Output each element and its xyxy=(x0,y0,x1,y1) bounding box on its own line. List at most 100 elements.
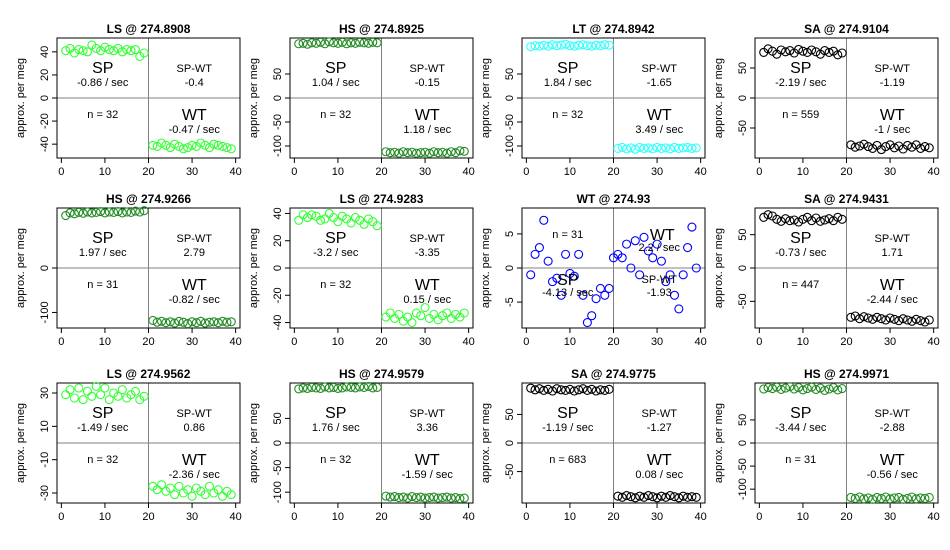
data-point xyxy=(924,315,934,325)
data-point xyxy=(846,140,856,150)
data-point xyxy=(859,494,869,504)
data-point xyxy=(437,147,448,157)
y-tick-label: -100 xyxy=(737,478,749,500)
data-point xyxy=(785,216,795,226)
data-point xyxy=(294,384,304,394)
data-point xyxy=(218,141,228,152)
data-point xyxy=(824,384,834,394)
scatter-panel: WT @ 274.93 0 10 20 30 40 -5 0 5 approx. per meg n… xyxy=(480,192,707,348)
data-point xyxy=(459,493,469,503)
data-point xyxy=(368,383,378,393)
data-point xyxy=(807,45,817,55)
sample-count: n = 32 xyxy=(552,109,583,121)
data-point xyxy=(776,384,786,395)
data-point xyxy=(311,383,321,393)
data-point xyxy=(643,491,653,501)
y-axis-label: approx. per meg xyxy=(248,58,260,138)
data-point xyxy=(407,492,417,502)
data-point xyxy=(920,317,930,327)
sp-label: SP xyxy=(790,60,811,77)
data-point xyxy=(678,491,688,501)
data-point xyxy=(226,144,236,154)
data-point xyxy=(855,141,865,151)
x-tick-label: 30 xyxy=(651,336,663,348)
x-tick-label: 0 xyxy=(291,166,297,178)
data-point xyxy=(530,249,540,259)
data-point xyxy=(837,383,847,394)
data-point xyxy=(157,316,167,326)
data-point xyxy=(170,490,180,500)
y-axis-label: approx. per meg xyxy=(480,403,492,483)
scatter-panel: LS @ 274.9283 0 10 20 30 40 -40 -20 0 20 40 approx.… xyxy=(248,192,475,348)
panel-title: LS @ 274.9562 xyxy=(107,367,191,381)
sp-wt-label: SP-WT xyxy=(410,408,446,420)
sp-rate: -0.73 / sec xyxy=(775,247,827,259)
x-tick-label: 30 xyxy=(186,511,198,523)
data-point xyxy=(298,383,308,393)
data-point xyxy=(902,140,913,150)
data-point xyxy=(595,385,605,395)
data-point xyxy=(635,491,645,501)
data-point xyxy=(652,142,662,152)
data-point xyxy=(420,147,430,157)
data-point xyxy=(547,40,558,50)
data-point xyxy=(661,492,671,502)
data-point xyxy=(424,493,434,503)
data-point xyxy=(902,493,913,503)
data-point xyxy=(863,142,873,152)
data-point xyxy=(130,44,140,55)
data-point xyxy=(591,294,601,304)
scatter-panel: LS @ 274.9562 0 10 20 30 40 -30 -10 10 30 approx. … xyxy=(15,367,242,523)
sp-label: SP xyxy=(325,230,346,247)
data-point xyxy=(850,311,860,321)
data-point xyxy=(451,493,461,503)
data-point xyxy=(91,381,101,391)
panel-title: HS @ 274.9971 xyxy=(804,367,889,381)
data-point xyxy=(907,492,917,502)
x-tick-label: 40 xyxy=(230,511,242,523)
data-point xyxy=(385,492,395,502)
y-tick-label: 0 xyxy=(737,440,749,446)
x-tick-label: 40 xyxy=(928,511,940,523)
data-point xyxy=(582,385,592,395)
data-point xyxy=(820,215,830,225)
data-point xyxy=(552,384,562,394)
data-point xyxy=(863,313,873,323)
data-point xyxy=(665,491,675,501)
data-point xyxy=(117,47,127,57)
data-point xyxy=(424,148,434,158)
data-point xyxy=(78,46,88,56)
sample-count: n = 32 xyxy=(87,109,118,121)
data-point xyxy=(780,383,791,393)
data-point xyxy=(846,492,856,503)
data-point xyxy=(74,207,84,217)
data-point xyxy=(565,41,575,51)
data-point xyxy=(626,143,636,153)
data-point xyxy=(363,38,373,48)
x-tick-label: 30 xyxy=(186,336,198,348)
data-point xyxy=(96,207,106,217)
sp-rate: -3.2 / sec xyxy=(313,247,359,259)
x-tick-label: 30 xyxy=(419,336,431,348)
wt-label: WT xyxy=(880,107,905,124)
data-point xyxy=(117,208,127,218)
data-point xyxy=(222,317,232,327)
sp-wt-value: 2.79 xyxy=(184,247,205,259)
data-point xyxy=(578,384,588,394)
x-tick-label: 40 xyxy=(695,511,707,523)
data-point xyxy=(798,46,808,56)
data-point xyxy=(617,142,627,152)
y-tick-label: 50 xyxy=(272,68,284,80)
data-point xyxy=(526,383,536,393)
data-point xyxy=(100,42,110,52)
data-point xyxy=(359,382,369,392)
wt-label: WT xyxy=(182,452,207,469)
x-tick-label: 40 xyxy=(463,336,475,348)
data-point xyxy=(763,383,773,393)
panel-title: HS @ 274.9579 xyxy=(339,367,424,381)
data-point xyxy=(759,384,769,394)
x-tick-label: 30 xyxy=(884,511,896,523)
data-point xyxy=(196,316,206,326)
data-point xyxy=(307,210,317,220)
sp-rate: -0.86 / sec xyxy=(77,77,129,89)
